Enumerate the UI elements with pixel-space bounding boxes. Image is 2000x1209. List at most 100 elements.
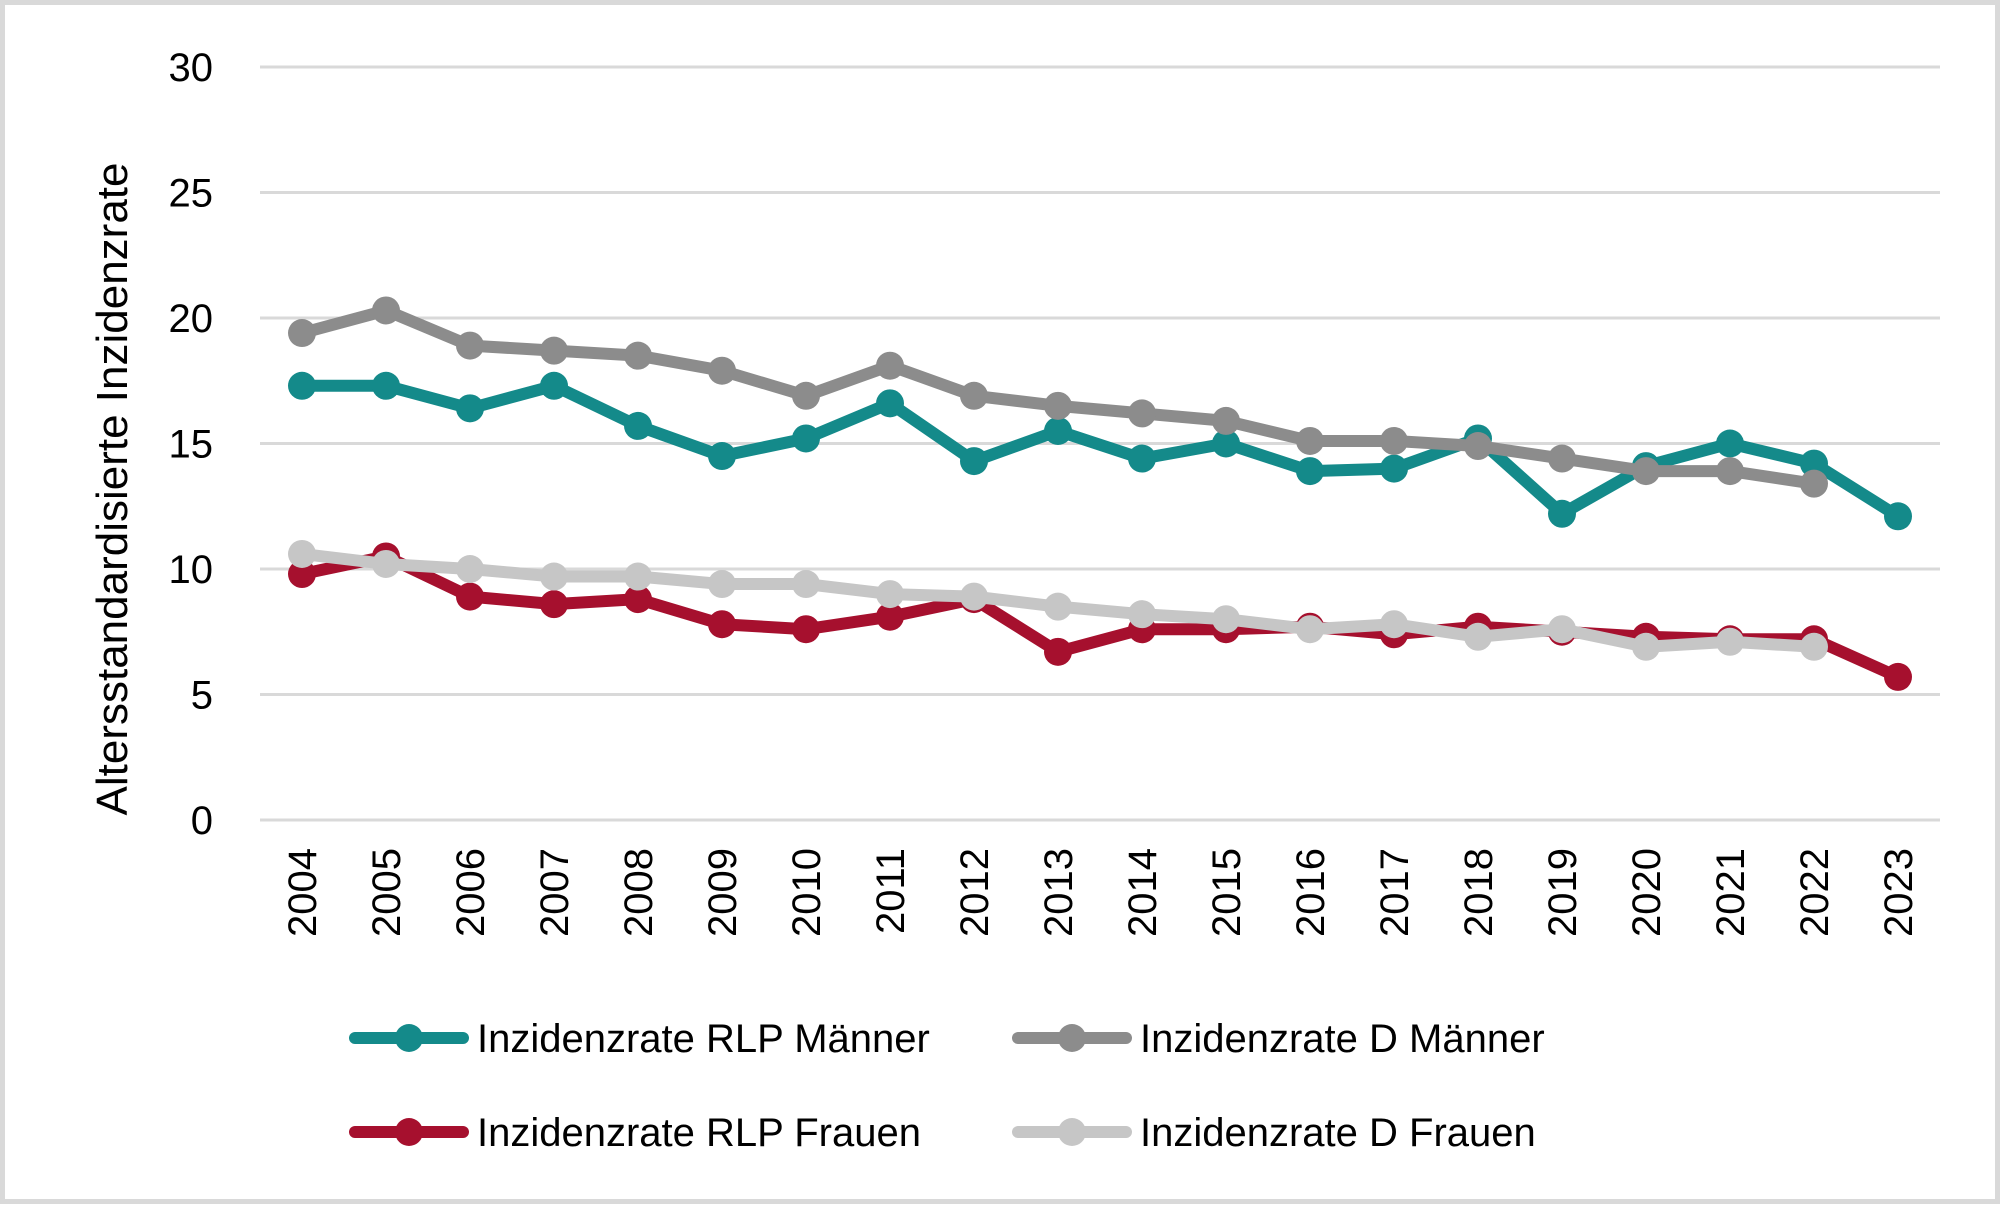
data-point <box>540 590 568 619</box>
data-point <box>1464 622 1492 651</box>
x-tick-label: 2005 <box>365 848 409 937</box>
series-line <box>288 542 1912 691</box>
x-tick-label: 2011 <box>869 848 913 934</box>
y-tick-label: 25 <box>169 172 214 216</box>
data-point <box>1548 444 1576 473</box>
data-point <box>1296 615 1324 644</box>
y-tick-label: 10 <box>169 548 214 592</box>
data-point <box>456 582 484 611</box>
x-tick-label: 2007 <box>533 848 577 937</box>
x-tick-label: 2022 <box>1793 848 1837 937</box>
data-point <box>1044 637 1072 666</box>
legend-label: Inzidenzrate D Frauen <box>1140 1111 1536 1155</box>
x-tick-label: 2021 <box>1709 848 1753 937</box>
x-tick-label: 2020 <box>1625 848 1669 937</box>
data-point <box>288 319 316 348</box>
legend-marker <box>1058 1118 1086 1146</box>
data-point <box>1380 454 1408 483</box>
data-point <box>1548 615 1576 644</box>
data-point <box>708 570 736 599</box>
data-point <box>372 371 400 400</box>
legend-item: Inzidenzrate RLP Männer <box>349 1017 930 1061</box>
legend: Inzidenzrate RLP Männer Inzidenzrate D Mä… <box>349 1017 1545 1155</box>
data-point <box>1632 457 1660 486</box>
data-point <box>1044 416 1072 445</box>
legend-marker <box>395 1118 423 1146</box>
data-point <box>624 411 652 440</box>
data-point <box>876 351 904 380</box>
y-tick-label: 30 <box>169 46 214 90</box>
x-tick-label: 2013 <box>1037 848 1081 937</box>
y-tick-label: 5 <box>191 674 213 718</box>
series-path <box>296 550 1904 683</box>
data-point <box>624 585 652 614</box>
data-point <box>1380 426 1408 455</box>
data-point <box>1212 406 1240 435</box>
data-point <box>372 296 400 325</box>
x-tick-label: 2017 <box>1373 848 1417 937</box>
x-tick-label: 2015 <box>1205 848 1249 937</box>
data-point <box>1716 429 1744 458</box>
x-tick-label: 2010 <box>785 848 829 937</box>
data-point <box>876 580 904 609</box>
data-point <box>456 394 484 423</box>
data-point <box>1548 499 1576 528</box>
data-point <box>540 336 568 365</box>
data-point <box>792 424 820 453</box>
series-line <box>288 371 1912 531</box>
x-tick-label: 2019 <box>1541 848 1585 937</box>
data-point <box>624 341 652 370</box>
data-point <box>708 442 736 471</box>
data-point <box>1800 469 1828 498</box>
gridlines <box>260 65 1940 822</box>
legend-item: Inzidenzrate D Frauen <box>1012 1111 1536 1155</box>
data-point <box>456 331 484 360</box>
series-line <box>288 296 1828 498</box>
data-point <box>1716 457 1744 486</box>
data-point <box>1632 632 1660 661</box>
data-point <box>456 555 484 583</box>
data-point <box>1884 502 1912 531</box>
legend-marker <box>1058 1024 1086 1052</box>
legend-item: Inzidenzrate D Männer <box>1012 1017 1545 1061</box>
data-point <box>1212 605 1240 634</box>
x-tick-label: 2018 <box>1457 848 1501 937</box>
legend-label: Inzidenzrate RLP Frauen <box>477 1111 921 1155</box>
data-point <box>1128 600 1156 629</box>
x-tick-label: 2004 <box>281 848 325 937</box>
data-point <box>960 381 988 410</box>
data-point <box>1884 662 1912 691</box>
legend-item: Inzidenzrate RLP Frauen <box>349 1111 921 1155</box>
y-axis-title: Altersstandardisierte Inzidenzrate <box>88 163 137 816</box>
data-point <box>1296 457 1324 486</box>
data-point <box>540 562 568 591</box>
data-point <box>1128 399 1156 428</box>
data-series <box>288 296 1912 691</box>
data-point <box>708 610 736 639</box>
series-line <box>288 539 1828 661</box>
x-tick-label: 2016 <box>1289 848 1333 937</box>
legend-marker <box>395 1024 423 1052</box>
data-point <box>1044 391 1072 420</box>
x-tick-label: 2012 <box>953 848 997 937</box>
data-point <box>1464 432 1492 461</box>
x-tick-label: 2014 <box>1121 848 1165 937</box>
x-tick-label: 2008 <box>617 848 661 937</box>
data-point <box>1800 632 1828 661</box>
y-tick-label: 15 <box>169 423 214 467</box>
legend-label: Inzidenzrate RLP Männer <box>477 1017 930 1061</box>
data-point <box>792 381 820 410</box>
x-axis-ticks: 2004 2005 2006 2007 2008 2009 2010 2011 2012 2013… <box>281 848 1921 937</box>
data-point <box>372 549 400 578</box>
data-point <box>960 582 988 611</box>
data-point <box>876 602 904 631</box>
data-point <box>1800 449 1828 478</box>
x-tick-label: 2006 <box>449 848 493 937</box>
data-point <box>1128 444 1156 473</box>
data-point <box>1212 429 1240 458</box>
data-point <box>288 560 316 589</box>
data-point <box>960 447 988 476</box>
data-point <box>288 539 316 568</box>
data-point <box>1716 627 1744 656</box>
